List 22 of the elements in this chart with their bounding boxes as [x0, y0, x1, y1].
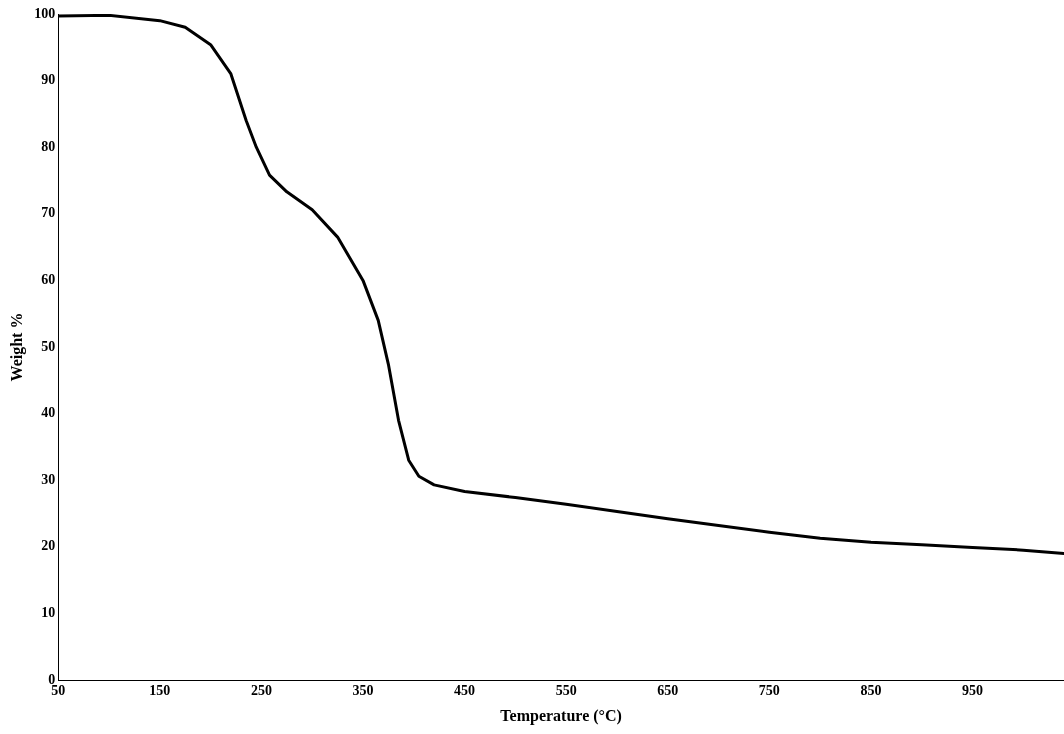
x-axis-title: Temperature (°C) [500, 706, 622, 725]
x-tick-label: 550 [555, 683, 577, 699]
y-tick-label: 40 [41, 405, 56, 421]
x-tick-label: 250 [250, 683, 272, 699]
y-tick-label: 70 [41, 205, 56, 221]
x-tick-label: 950 [962, 683, 984, 699]
x-tick-label: 750 [758, 683, 780, 699]
x-tick-label: 50 [51, 683, 66, 699]
y-tick-label: 80 [41, 138, 56, 154]
y-axis-title: Weight % [7, 312, 26, 382]
y-tick-label: 60 [41, 272, 56, 288]
x-tick-label: 350 [352, 683, 374, 699]
x-tick-label: 150 [149, 683, 171, 699]
y-tick-label: 20 [41, 538, 56, 554]
y-tick-label: 10 [41, 605, 56, 621]
y-tick-label: 100 [34, 5, 56, 21]
x-tick-label: 650 [657, 683, 679, 699]
y-tick-label: 90 [41, 72, 56, 88]
y-tick-label: 50 [41, 338, 56, 354]
y-tick-label: 30 [41, 471, 56, 487]
x-tick-label: 850 [860, 683, 882, 699]
x-tick-label: 450 [454, 683, 476, 699]
